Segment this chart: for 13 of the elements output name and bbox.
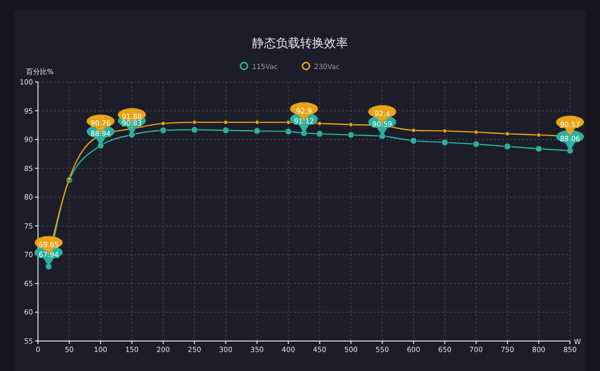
point: [347, 132, 354, 138]
point: [191, 126, 198, 134]
point: [472, 140, 480, 148]
point: [316, 130, 324, 138]
point: [254, 127, 261, 134]
point: [284, 128, 292, 135]
point: [160, 126, 167, 134]
point: [504, 143, 511, 150]
point: [222, 126, 230, 134]
chart-title: 静态负载转换效率: [252, 36, 348, 50]
point: [441, 138, 448, 146]
point: [410, 137, 417, 144]
point: [535, 145, 542, 152]
